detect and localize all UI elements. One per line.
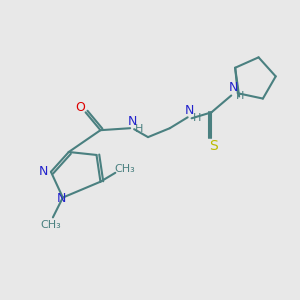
Text: N: N [57,192,67,205]
Text: H: H [192,113,201,123]
Text: CH₃: CH₃ [115,164,136,174]
Text: N: N [229,81,238,94]
Text: H: H [236,91,244,100]
Text: N: N [128,115,137,128]
Text: N: N [185,104,194,117]
Text: N: N [38,165,48,178]
Text: CH₃: CH₃ [40,220,61,230]
Text: S: S [209,139,218,153]
Text: H: H [135,124,143,134]
Text: O: O [76,101,85,114]
